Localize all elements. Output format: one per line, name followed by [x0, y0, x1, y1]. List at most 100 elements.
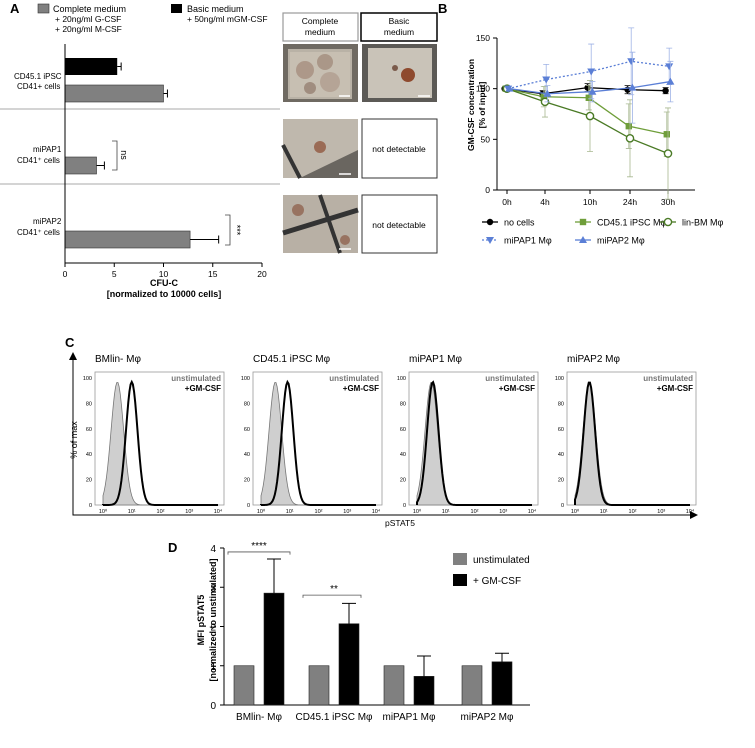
x-tick-label: 10⁰: [413, 508, 422, 515]
x-tick-label: 10⁴: [214, 508, 223, 515]
bar-complete-medium: [64, 230, 191, 249]
data-point: [663, 149, 673, 158]
x-tick-label: 10h: [583, 197, 597, 207]
y-tick-label: 80: [86, 401, 92, 407]
x-tick-label: 10³: [499, 509, 507, 515]
bar-complete-medium: [64, 156, 97, 175]
legend-unstimulated: unstimulated: [171, 374, 221, 383]
bar-basic-medium: [65, 58, 118, 75]
micro-header-complete-box: [282, 12, 359, 42]
panel-c-xlabel: pSTAT5: [385, 518, 415, 528]
y-tick-label: 60: [86, 427, 92, 433]
x-tick-label: 4h: [540, 197, 550, 207]
data-point: [585, 94, 592, 101]
group-label-2a: miPAP1: [33, 145, 62, 154]
micrograph-row-1-complete: [283, 44, 358, 102]
x-tick-label: 10³: [657, 509, 665, 515]
legend-marker-3: [486, 237, 494, 244]
legend-label-complete: Complete medium: [53, 4, 126, 14]
y-tick-label: 20: [558, 478, 564, 484]
histogram-title: CD45.1 iPSC Mφ: [253, 354, 331, 365]
y-tick-label: 2: [210, 623, 216, 634]
y-tick-label: 80: [558, 401, 564, 407]
error-bar: [267, 558, 281, 594]
panel-a-x-axis: 0 5 10 15 20: [63, 44, 267, 279]
data-point: [505, 84, 514, 92]
data-point: [663, 131, 670, 138]
y-tick-label: 100: [397, 376, 406, 382]
significance-bracket: [227, 551, 291, 555]
y-tick-label: 150: [476, 33, 490, 43]
legend-marker-0: [486, 218, 494, 226]
legend-gm-csf: +GM-CSF: [343, 384, 379, 393]
x-tick-label: 10³: [343, 509, 351, 515]
legend-swatch-basic: [171, 4, 182, 13]
x-tick-label: 15: [208, 269, 218, 279]
x-tick-label: 10¹: [286, 509, 294, 515]
histogram-title: miPAP2 Mφ: [567, 354, 620, 365]
bar-gm-csf: [263, 592, 285, 706]
panel-c-arrow-up: [69, 352, 77, 360]
x-tick-label: 10⁰: [99, 508, 108, 515]
panel-a-xlabel-2: [normalized to 10000 cells]: [107, 289, 222, 299]
y-tick-label: 40: [400, 452, 406, 458]
y-tick-label: 50: [481, 134, 491, 144]
bar-unstimulated: [383, 665, 405, 706]
significance-label: ****: [251, 541, 267, 552]
x-tick-label: 10³: [185, 509, 193, 515]
bar-unstimulated: [461, 665, 483, 706]
error-bar: [117, 62, 122, 71]
legend-gm-csf: +GM-CSF: [499, 384, 535, 393]
x-tick-label: 24h: [623, 197, 637, 207]
panel-d-chart: 0 1 2 3 4 BMlin- Mφ CD45.1 iPSC Mφ miPAP1 Mφ miP…: [210, 541, 530, 723]
error-bar: [495, 652, 509, 662]
legend-swatch-gm-csf: [453, 574, 467, 586]
not-detectable-box-2: [361, 194, 438, 254]
legend-swatch-complete: [37, 3, 50, 14]
data-point: [543, 89, 552, 97]
legend-sub-complete-2: + 20ng/ml M-CSF: [55, 24, 122, 34]
panel-label-c: C: [65, 335, 75, 350]
x-category-label: BMlin- Mφ: [236, 712, 282, 723]
legend-label-4: miPAP2 Mφ: [597, 236, 645, 246]
data-point: [585, 111, 595, 121]
legend-sub-complete-1: + 20ng/ml G-CSF: [55, 14, 121, 24]
legend-marker-4: [579, 236, 587, 243]
series-line-3: [508, 60, 670, 90]
panel-c-ylabel: % of max: [69, 421, 79, 459]
data-point: [625, 122, 632, 130]
panel-d-ylabel-2: [normalized to unstimulated]: [208, 558, 218, 681]
micro-header-basic-1: Basic: [389, 16, 411, 26]
legend-swatch-unstimulated: [453, 553, 467, 565]
panel-c-arrow-right: [690, 511, 698, 519]
data-point: [588, 87, 597, 95]
panel-b-legend: no cells CD45.1 iPSC Mφ lin-BM Mφ miPAP1 Mφ…: [482, 218, 723, 246]
group-label-1b: CD41+ cells: [17, 82, 60, 91]
x-tick-label: 10: [159, 269, 169, 279]
not-detectable-label-1: not detectable: [372, 144, 426, 154]
legend-gm-csf: +GM-CSF: [657, 384, 693, 393]
x-tick-label: 10⁰: [257, 508, 266, 515]
y-tick-label: 60: [244, 427, 250, 433]
bar-unstimulated: [308, 665, 330, 706]
bar-gm-csf: [491, 661, 513, 706]
legend-unstimulated: unstimulated: [485, 374, 535, 383]
data-point: [625, 134, 635, 143]
legend-label-basic: Basic medium: [187, 4, 244, 14]
y-tick-label: 0: [247, 503, 250, 509]
error-bar: [163, 89, 168, 98]
x-tick-label: 10¹: [442, 509, 450, 515]
panel-b-chart: 0 50 100 150 0h 4h 10h 24h 30h: [476, 27, 695, 207]
x-tick-label: 10⁰: [571, 508, 580, 515]
micrograph-row-1-basic: [362, 44, 437, 102]
y-tick-label: 40: [244, 452, 250, 458]
histogram-title: BMlin- Mφ: [95, 354, 141, 365]
not-detectable-box-1: [361, 118, 438, 179]
x-tick-label: 0h: [502, 197, 512, 207]
histogram-gm-csf: [574, 381, 690, 506]
x-category-label: miPAP1 Mφ: [383, 712, 436, 723]
y-tick-label: 60: [558, 427, 564, 433]
legend-sub-basic-1: + 50ng/ml mGM-CSF: [187, 14, 268, 24]
